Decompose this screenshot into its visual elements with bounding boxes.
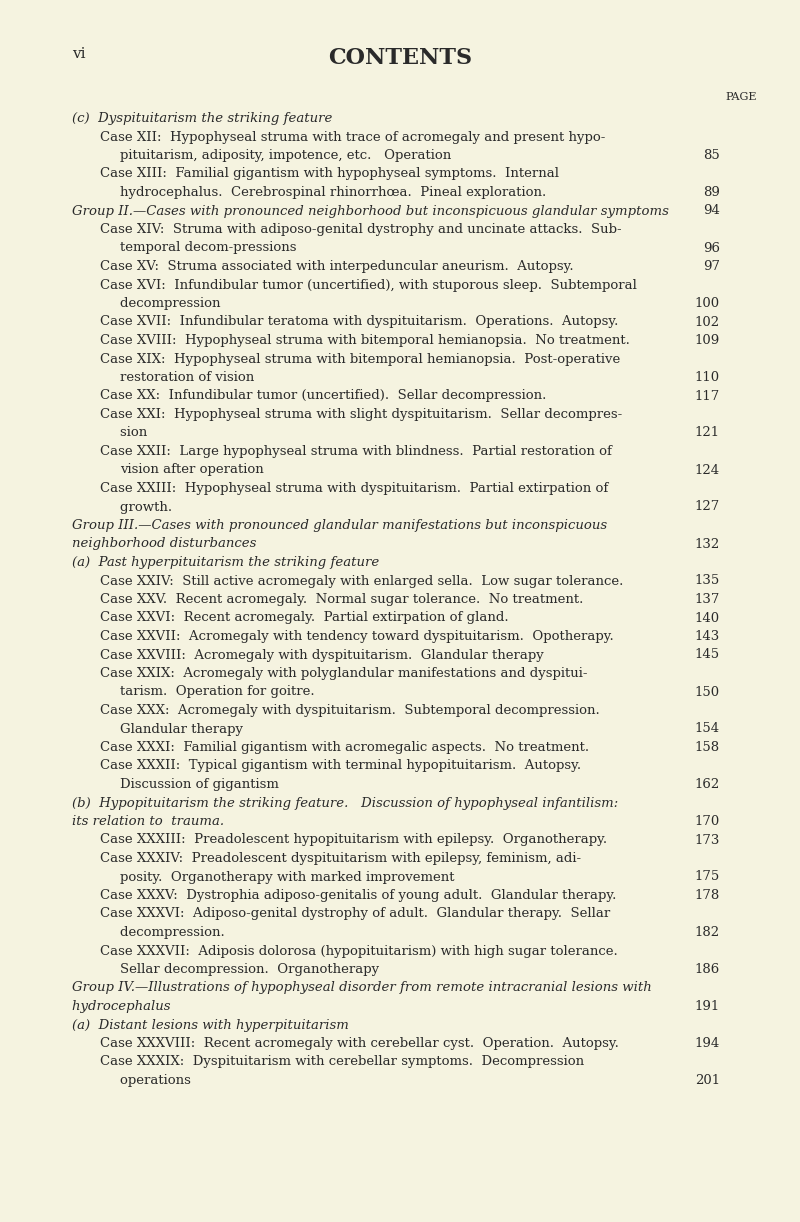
Text: growth.: growth. [120,501,470,513]
Text: Case XXVI:  Recent acromegaly.  Partial extirpation of gland.: Case XXVI: Recent acromegaly. Partial ex… [100,611,551,624]
Text: 94: 94 [703,204,720,218]
Text: (b)  Hypopituitarism the striking feature.   Discussion of hypophyseal infantili: (b) Hypopituitarism the striking feature… [72,797,618,809]
Text: (a)  Past hyperpituitarism the striking feature: (a) Past hyperpituitarism the striking f… [72,556,379,569]
Text: Case XXXV:  Dystrophia adiposo-genitalis of young adult.  Glandular therapy.: Case XXXV: Dystrophia adiposo-genitalis … [100,888,616,902]
Text: Case XV:  Struma associated with interpeduncular aneurism.  Autopsy.: Case XV: Struma associated with interped… [100,260,595,273]
Text: Case XXXI:  Familial gigantism with acromegalic aspects.  No treatment.: Case XXXI: Familial gigantism with acrom… [100,741,606,754]
Text: pituitarism, adiposity, impotence, etc.   Operation: pituitarism, adiposity, impotence, etc. … [120,149,558,163]
Text: PAGE: PAGE [725,92,757,101]
Text: 117: 117 [694,390,720,402]
Text: Group IV.—Illustrations of hypophyseal disorder from remote intracranial lesions: Group IV.—Illustrations of hypophyseal d… [72,981,652,995]
Text: decompression: decompression [120,297,446,310]
Text: 102: 102 [695,315,720,329]
Text: 110: 110 [695,371,720,384]
Text: 143: 143 [694,631,720,643]
Text: Case XIII:  Familial gigantism with hypophyseal symptoms.  Internal: Case XIII: Familial gigantism with hypop… [100,167,559,181]
Text: 194: 194 [694,1037,720,1050]
Text: 150: 150 [695,686,720,699]
Text: posity.  Organotherapy with marked improvement: posity. Organotherapy with marked improv… [120,870,522,884]
Text: Sellar decompression.  Organotherapy: Sellar decompression. Organotherapy [120,963,506,976]
Text: Case XXX:  Acromegaly with dyspituitarism.  Subtemporal decompression.: Case XXX: Acromegaly with dyspituitarism… [100,704,600,717]
Text: Case XXXVII:  Adiposis dolorosa (hypopituitarism) with high sugar tolerance.: Case XXXVII: Adiposis dolorosa (hypopitu… [100,945,618,958]
Text: 170: 170 [694,815,720,829]
Text: 140: 140 [695,611,720,624]
Text: 97: 97 [703,260,720,273]
Text: 182: 182 [695,926,720,938]
Text: hydrocephalus.  Cerebrospinal rhinorrhœa.  Pineal exploration.: hydrocephalus. Cerebrospinal rhinorrhœa.… [120,186,589,199]
Text: Case XIX:  Hypophyseal struma with bitemporal hemianopsia.  Post-operative: Case XIX: Hypophyseal struma with bitemp… [100,352,620,365]
Text: Case XIV:  Struma with adiposo-genital dystrophy and uncinate attacks.  Sub-: Case XIV: Struma with adiposo-genital dy… [100,222,622,236]
Text: Case XXIV:  Still active acromegaly with enlarged sella.  Low sugar tolerance.: Case XXIV: Still active acromegaly with … [100,574,623,588]
Text: 162: 162 [694,778,720,791]
Text: Case XXXVI:  Adiposo-genital dystrophy of adult.  Glandular therapy.  Sellar: Case XXXVI: Adiposo-genital dystrophy of… [100,908,610,920]
Text: 154: 154 [695,722,720,736]
Text: 178: 178 [694,888,720,902]
Text: Case XVIII:  Hypophyseal struma with bitemporal hemianopsia.  No treatment.: Case XVIII: Hypophyseal struma with bite… [100,334,630,347]
Text: Case XXIX:  Acromegaly with polyglandular manifestations and dyspitui-: Case XXIX: Acromegaly with polyglandular… [100,667,587,679]
Text: CONTENTS: CONTENTS [328,46,472,68]
Text: its relation to  trauma.: its relation to trauma. [72,815,437,829]
Text: 191: 191 [694,1000,720,1013]
Text: hydrocephalus: hydrocephalus [72,1000,438,1013]
Text: 186: 186 [694,963,720,976]
Text: 109: 109 [694,334,720,347]
Text: Glandular therapy: Glandular therapy [120,722,477,736]
Text: Case XXXVIII:  Recent acromegaly with cerebellar cyst.  Operation.  Autopsy.: Case XXXVIII: Recent acromegaly with cer… [100,1037,619,1050]
Text: Case XXV.  Recent acromegaly.  Normal sugar tolerance.  No treatment.: Case XXV. Recent acromegaly. Normal suga… [100,593,600,606]
Text: 85: 85 [703,149,720,163]
Text: Case XXXII:  Typical gigantism with terminal hypopituitarism.  Autopsy.: Case XXXII: Typical gigantism with termi… [100,760,581,772]
Text: 89: 89 [703,186,720,199]
Text: restoration of vision: restoration of vision [120,371,471,384]
Text: temporal decom­pressions: temporal decom­pressions [120,242,496,254]
Text: 100: 100 [695,297,720,310]
Text: vision after operation: vision after operation [120,463,476,477]
Text: Case XXXIX:  Dyspituitarism with cerebellar symptoms.  Decompression: Case XXXIX: Dyspituitarism with cerebell… [100,1056,584,1068]
Text: sion: sion [120,426,445,440]
Text: 127: 127 [694,501,720,513]
Text: (a)  Distant lesions with hyperpituitarism: (a) Distant lesions with hyperpituitaris… [72,1018,349,1031]
Text: Case XX:  Infundibular tumor (uncertified).  Sellar decompression.: Case XX: Infundibular tumor (uncertified… [100,390,580,402]
Text: 121: 121 [695,426,720,440]
Text: 158: 158 [695,741,720,754]
Text: (c)  Dyspituitarism the striking feature: (c) Dyspituitarism the striking feature [72,112,332,125]
Text: 137: 137 [694,593,720,606]
Text: Case XVII:  Infundibular teratoma with dyspituitarism.  Operations.  Autopsy.: Case XVII: Infundibular teratoma with dy… [100,315,618,329]
Text: Discussion of gigantism: Discussion of gigantism [120,778,487,791]
Text: Case XXVII:  Acromegaly with tendency toward dyspituitarism.  Opotherapy.: Case XXVII: Acromegaly with tendency tow… [100,631,614,643]
Text: Case XXXIII:  Preadolescent hypopituitarism with epilepsy.  Organotherapy.: Case XXXIII: Preadolescent hypopituitari… [100,833,607,847]
Text: 201: 201 [695,1074,720,1088]
Text: Case XXVIII:  Acromegaly with dyspituitarism.  Glandular therapy: Case XXVIII: Acromegaly with dyspituitar… [100,649,574,661]
Text: vi: vi [72,46,86,61]
Text: Case XXII:  Large hypophyseal struma with blindness.  Partial restoration of: Case XXII: Large hypophyseal struma with… [100,445,612,458]
Text: Case XVI:  Infundibular tumor (uncertified), with stuporous sleep.  Subtemporal: Case XVI: Infundibular tumor (uncertifie… [100,279,637,292]
Text: 132: 132 [694,538,720,550]
Text: Case XXXIV:  Preadolescent dyspituitarism with epilepsy, feminism, adi-: Case XXXIV: Preadolescent dyspituitarism… [100,852,581,865]
Text: operations: operations [120,1074,471,1088]
Text: Group II.—Cases with pronounced neighborhood but inconspicuous glandular symptom: Group II.—Cases with pronounced neighbor… [72,204,669,218]
Text: 135: 135 [694,574,720,588]
Text: tarism.  Operation for goitre.: tarism. Operation for goitre. [120,686,514,699]
Text: Case XXI:  Hypophyseal struma with slight dyspituitarism.  Sellar decompres-: Case XXI: Hypophyseal struma with slight… [100,408,622,422]
Text: 145: 145 [695,649,720,661]
Text: decompression.: decompression. [120,926,467,938]
Text: neighborhood disturbances: neighborhood disturbances [72,538,465,550]
Text: Case XXIII:  Hypophyseal struma with dyspituitarism.  Partial extirpation of: Case XXIII: Hypophyseal struma with dysp… [100,481,608,495]
Text: 173: 173 [694,833,720,847]
Text: 96: 96 [703,242,720,254]
Text: 124: 124 [695,463,720,477]
Text: Group III.—Cases with pronounced glandular manifestations but inconspicuous: Group III.—Cases with pronounced glandul… [72,519,607,532]
Text: Case XII:  Hypophyseal struma with trace of acromegaly and present hypo-: Case XII: Hypophyseal struma with trace … [100,131,606,143]
Text: 175: 175 [694,870,720,884]
